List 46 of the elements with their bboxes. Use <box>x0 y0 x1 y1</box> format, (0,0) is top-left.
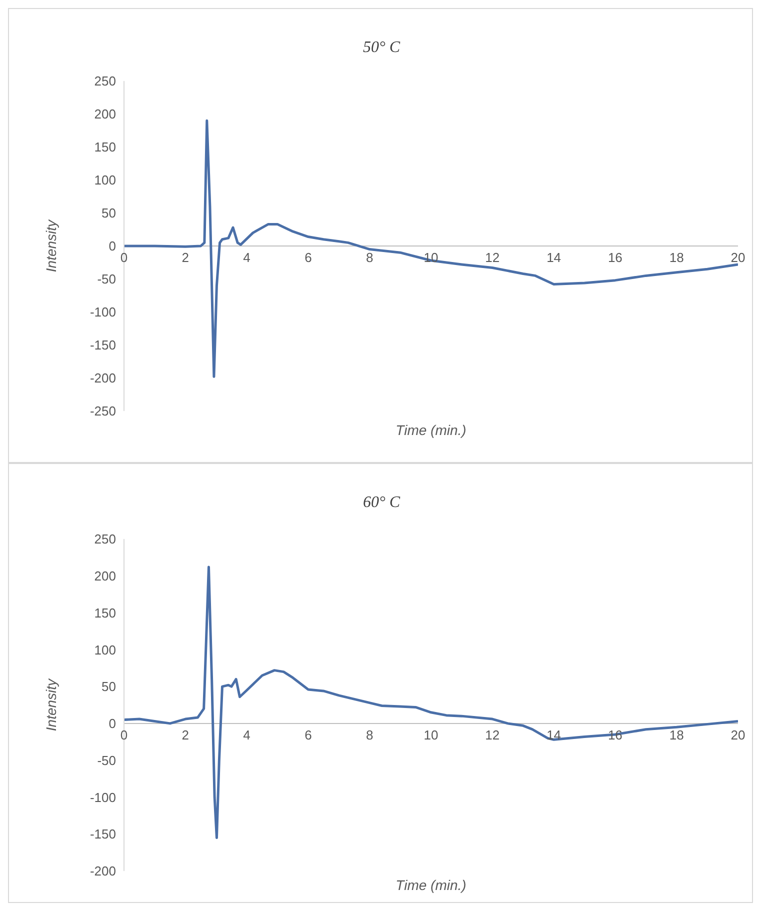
y-tick-label: 50 <box>102 206 116 221</box>
chart-title: 50° C <box>362 39 402 57</box>
y-tick-label: 250 <box>94 532 116 547</box>
y-tick-label: 50 <box>102 679 116 694</box>
x-tick-label: 4 <box>243 250 250 265</box>
y-tick-label: -200 <box>90 864 116 879</box>
x-axis-title: Time (min.) <box>394 422 468 438</box>
y-tick-label: -100 <box>90 304 116 320</box>
y-tick-label: 0 <box>108 716 116 732</box>
y-axis-title: Intensity <box>42 678 59 732</box>
x-tick-label: 20 <box>730 250 746 265</box>
y-tick-label: -150 <box>90 338 116 353</box>
y-tick-label: 200 <box>94 568 116 584</box>
y-tick-label: -200 <box>90 370 116 386</box>
x-tick-label: 16 <box>608 250 622 265</box>
x-axis-title: Time (min.) <box>394 877 468 893</box>
y-tick-label: 100 <box>94 172 116 188</box>
x-tick-label: 12 <box>485 250 500 265</box>
y-tick-label: 100 <box>94 642 116 658</box>
y-tick-label: 150 <box>94 605 116 620</box>
x-tick-label: 12 <box>485 727 500 742</box>
y-tick-label: 200 <box>94 106 116 122</box>
y-tick-label: -50 <box>97 752 116 768</box>
x-tick-label: 2 <box>182 727 190 742</box>
y-tick-label: 150 <box>94 140 116 155</box>
y-tick-label: -150 <box>90 826 116 842</box>
x-tick-label: 8 <box>366 727 374 742</box>
y-axis-title: Intensity <box>42 218 59 272</box>
x-tick-label: 2 <box>182 250 190 265</box>
x-tick-label: 0 <box>120 250 128 265</box>
x-tick-label: 18 <box>669 727 684 742</box>
x-tick-label: 4 <box>243 727 250 742</box>
y-tick-label: -250 <box>90 404 116 419</box>
x-tick-label: 0 <box>120 727 128 742</box>
x-tick-label: 18 <box>669 250 684 265</box>
y-tick-label: 250 <box>94 74 116 89</box>
x-tick-label: 10 <box>424 727 438 742</box>
y-tick-label: -50 <box>97 272 116 287</box>
x-tick-label: 14 <box>546 250 562 265</box>
y-tick-label: 0 <box>108 238 116 254</box>
chart-title: 60° C <box>362 494 402 512</box>
y-tick-label: -100 <box>90 790 116 805</box>
x-tick-label: 6 <box>304 727 312 742</box>
x-tick-label: 6 <box>304 250 312 265</box>
x-tick-label: 20 <box>730 727 746 742</box>
x-tick-label: 8 <box>366 250 374 265</box>
